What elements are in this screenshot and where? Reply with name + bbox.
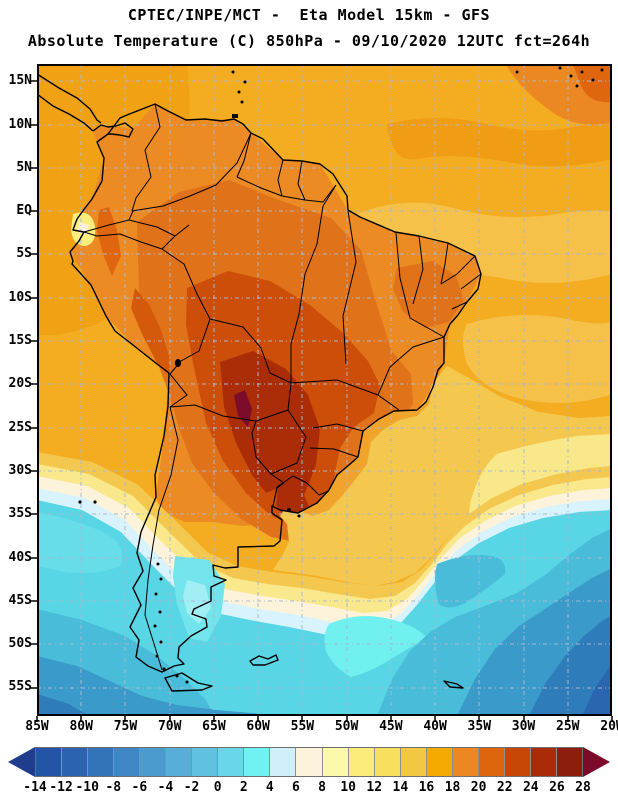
lat-label: 50S [8,636,32,652]
colorbar-cell [530,748,557,776]
islands-and-lakes [78,66,604,684]
coastline [37,73,482,692]
colorbar-tick-label: -4 [157,780,174,795]
map-frame [37,64,612,716]
lon-label: 85W [25,719,49,734]
colorbar-cell [400,748,427,776]
colorbar-tick-label: 14 [392,780,409,795]
colorbar-tick-label: 26 [549,780,565,795]
colorbar-cell [166,748,193,776]
colorbar-cell [426,748,453,776]
colorbar-tick-label: 22 [496,780,513,795]
colorbar-cell [556,748,582,776]
lat-label: 5S [16,246,32,262]
lon-label: 45W [379,719,403,734]
lat-label: 45S [8,592,32,608]
lon-label: 70W [157,719,182,734]
lon-label: 55W [290,719,315,734]
colorbar-cell [322,748,349,776]
lon-label: 25W [556,719,580,734]
lon-label: 40W [423,719,447,734]
colorbar-cell [218,748,245,776]
colorbar-cell [36,748,63,776]
colorbar-tick-label: 0 [213,780,222,795]
lon-label: 35W [467,719,492,734]
colorbar-cell [244,748,271,776]
lat-label: 20S [8,376,32,392]
lat-label: 35S [8,506,32,522]
lon-label: 30W [511,719,536,734]
colorbar-cell [348,748,375,776]
colorbar-tick-label: -8 [105,780,122,795]
colorbar-cell [88,748,115,776]
colorbar-cell [62,748,89,776]
temperature-colorbar: -14 -12 -10 -8 -6 -4 -2 0 2 4 6 8 10 12 14 16 18 20 22 24 26… [8,747,610,799]
map-area [31,64,613,722]
colorbar-cell [296,748,323,776]
lat-label: 15N [8,73,32,89]
lat-label: 40S [8,549,32,565]
colorbar-cell [114,748,141,776]
colorbar-cell [374,748,401,776]
country-borders [83,103,482,671]
lat-label: 30S [8,462,32,478]
colorbar-tick-label: 6 [292,780,300,795]
axis-ticks [31,80,613,722]
lon-label: 20W [600,719,618,734]
colorbar-cell [140,748,167,776]
lat-label: 25S [8,419,32,435]
lat-label: EQ [16,203,32,219]
colorbar-tick-label: 12 [366,780,383,795]
colorbar-cell [452,748,479,776]
colorbar-tick-label: 10 [340,780,356,795]
lat-label: 10S [8,289,32,305]
lon-label: 75W [113,719,138,734]
colorbar-tick-label: 24 [522,780,539,795]
grid-lines [37,64,612,716]
map-subtitle: Absolute Temperature (C) 850hPa - 09/10/… [27,32,591,50]
lat-label: 15S [8,333,32,349]
colorbar-tick-label: -12 [49,780,73,795]
colorbar-below-range-arrow [8,747,35,777]
lat-label: 55S [8,679,32,695]
colorbar-cell [478,748,505,776]
colorbar-above-range-arrow [583,747,610,777]
colorbar-tick-label: 2 [239,780,248,795]
colorbar-tick-label: -10 [75,780,99,795]
map-canvas [31,64,613,722]
colorbar-tick-label: 8 [318,780,326,795]
lon-label: 60W [246,719,270,734]
colorbar-tick-label: 4 [265,780,274,795]
temperature-field [37,64,612,716]
colorbar-tick-label: 28 [575,780,591,795]
colorbar-tick-label: -6 [131,780,148,795]
lon-label: 80W [69,719,93,734]
lat-label: 5N [16,159,32,175]
colorbar-tick-label: 20 [470,780,487,795]
colorbar-cell [192,748,219,776]
colorbar-tick-label: 16 [418,780,435,795]
colorbar-cell [270,748,297,776]
colorbar-cell [504,748,531,776]
lon-label: 65W [202,719,226,734]
lat-label: 10N [8,116,32,132]
colorbar-tick-label: 18 [444,780,461,795]
map-title: CPTEC/INPE/MCT - Eta Model 15km - GFS [127,6,491,24]
lon-label: 50W [334,719,359,734]
colorbar-tick-label: -14 [23,780,47,795]
colorbar-cells [35,747,583,777]
colorbar-tick-label: -2 [183,780,200,795]
